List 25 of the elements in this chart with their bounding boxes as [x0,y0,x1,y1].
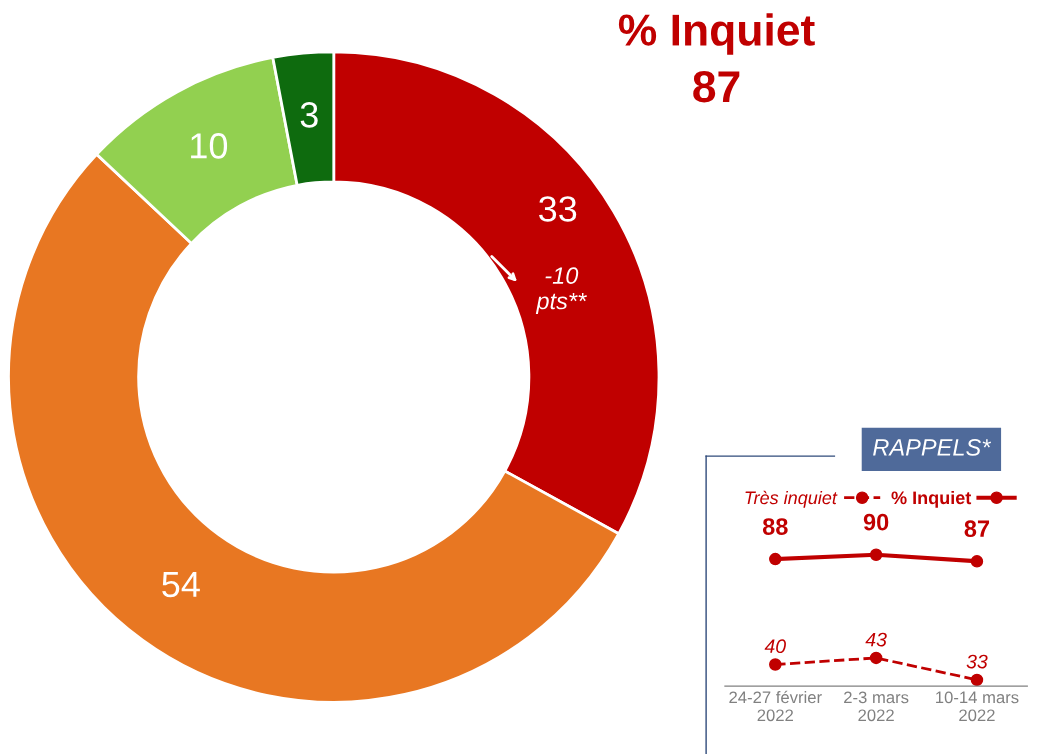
point [869,651,883,665]
legend-label: Très inquiet [745,490,838,508]
point [769,552,782,566]
text: -10 pts** [535,267,587,315]
x-tick-label: 24-27 février 2022 [729,690,822,722]
data-label: 54 [162,572,200,598]
data-label: 3 [300,102,318,128]
x-tick-label: 10-14 mars 2022 [936,691,1019,722]
point [970,673,984,687]
legend-label: % Inquiet [891,490,972,508]
x-tick-label: 2-3 mars 2022 [844,691,909,722]
data-label: 88 [762,518,788,535]
data-label: 10 [191,133,228,159]
data-label: 43 [865,632,887,647]
data-label: 90 [863,513,889,531]
point [970,555,984,568]
data-label: 40 [764,639,786,654]
data-label: 33 [539,196,577,222]
point [869,548,883,561]
chart-subtitle: 87 [693,70,740,103]
point [769,658,782,671]
chart-title: % Inquiet [618,13,815,55]
chart-title: RAPPELS* [873,439,992,456]
data-label: 87 [964,520,990,538]
data-label: 33 [966,654,988,669]
